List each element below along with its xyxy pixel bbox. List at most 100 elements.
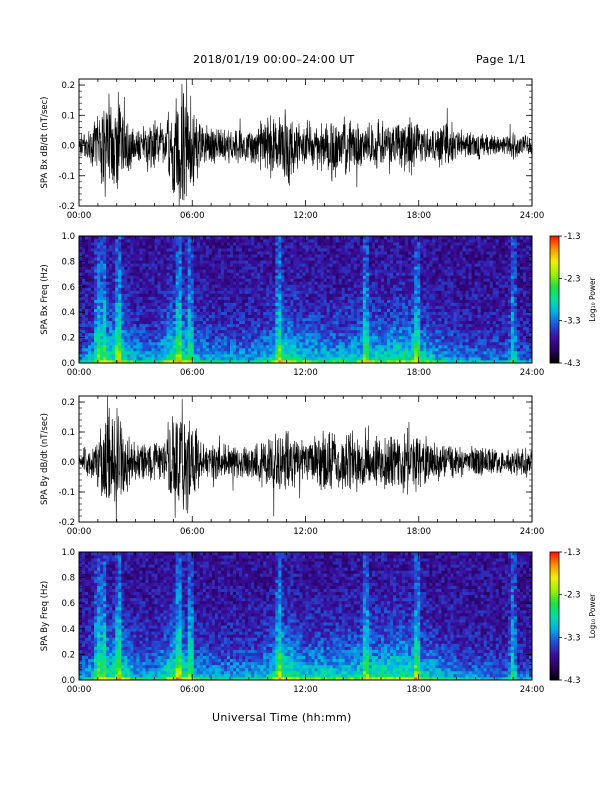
spectrogram-cell xyxy=(106,257,110,261)
spectrogram-cell xyxy=(350,305,355,309)
spectrogram-cell xyxy=(181,284,186,288)
spectrogram-cell xyxy=(326,299,331,303)
spectrogram-cell xyxy=(284,269,288,273)
spectrogram-cell xyxy=(211,299,216,303)
spectrogram-cell xyxy=(199,311,204,316)
spectrogram-cell xyxy=(151,329,155,334)
spectrogram-cell xyxy=(79,299,83,303)
spectrogram-cell xyxy=(353,239,358,243)
spectrogram-cell xyxy=(115,272,119,276)
spectrogram-cell xyxy=(136,287,140,291)
spectrogram-cell xyxy=(175,251,180,255)
spectrogram-cell xyxy=(426,293,430,297)
spectrogram-cell xyxy=(390,239,394,243)
spectrogram-cell xyxy=(278,317,282,322)
spectrogram-cell xyxy=(193,290,198,294)
spectrogram-cell xyxy=(100,338,104,343)
spectrogram-cell xyxy=(254,353,258,358)
spectrogram-cell xyxy=(311,329,315,334)
spectrogram-cell xyxy=(338,299,343,303)
spectrogram-cell xyxy=(284,242,288,246)
spectrogram-cell xyxy=(184,353,189,358)
spectrogram-cell xyxy=(100,302,104,306)
spectrogram-cell xyxy=(196,284,201,288)
spectrogram-cell xyxy=(254,350,258,355)
spectrogram-cell xyxy=(157,281,161,285)
spectrogram-cell xyxy=(145,356,149,361)
spectrogram-cell xyxy=(362,335,367,340)
spectrogram-cell xyxy=(100,284,104,288)
spectrogram-cell xyxy=(314,296,318,300)
spectrogram-cell xyxy=(248,251,252,255)
spectrogram-cell xyxy=(254,299,258,303)
spectrogram-cell xyxy=(374,239,379,243)
spectrogram-cell xyxy=(109,248,113,252)
spectrogram-cell xyxy=(299,275,303,279)
spectrogram-cell xyxy=(414,239,418,243)
spectrogram-cell xyxy=(387,332,391,337)
spectrogram-cell xyxy=(377,335,382,340)
spectrogram-cell xyxy=(296,299,300,303)
spectrogram-cell xyxy=(335,236,340,240)
spectrogram-cell xyxy=(420,329,424,334)
spectrogram-cell xyxy=(157,317,161,322)
spectrogram-cell xyxy=(257,353,261,358)
spectrogram-cell xyxy=(97,344,101,349)
spectrogram-cell xyxy=(317,359,321,364)
spectrogram-cell xyxy=(223,257,228,261)
spectrogram-cell xyxy=(356,338,361,343)
spectrogram-cell xyxy=(308,320,312,325)
spectrogram-cell xyxy=(414,251,418,255)
spectrogram-cell xyxy=(387,350,391,355)
spectrogram-cell xyxy=(257,299,261,303)
spectrogram-cell xyxy=(381,359,385,364)
spectrogram-cell xyxy=(199,329,204,334)
spectrogram-cell xyxy=(314,317,318,322)
spectrogram-cell xyxy=(347,242,352,246)
spectrogram-cell xyxy=(417,347,421,352)
spectrogram-cell xyxy=(278,305,282,309)
spectrogram-cell xyxy=(350,269,355,273)
spectrogram-cell xyxy=(405,341,409,346)
spectrogram-cell xyxy=(118,347,122,352)
spectrogram-cell xyxy=(387,317,391,322)
spectrogram-cell xyxy=(296,266,300,270)
spectrogram-cell xyxy=(169,359,174,364)
spectrogram-cell xyxy=(145,332,149,337)
spectrogram-cell xyxy=(411,236,415,240)
spectrogram-cell xyxy=(121,287,125,291)
spectrogram-cell xyxy=(302,251,306,255)
spectrogram-cell xyxy=(236,326,240,331)
spectrogram-cell xyxy=(226,326,231,331)
spectrogram-cell xyxy=(145,326,149,331)
spectrogram-cell xyxy=(248,341,252,346)
spectrogram-cell xyxy=(233,326,237,331)
spectrogram-cell xyxy=(196,311,201,316)
spectrogram-cell xyxy=(414,329,418,334)
spectrogram-cell xyxy=(79,245,83,249)
spectrogram-cell xyxy=(362,341,367,346)
spectrogram-cell xyxy=(290,272,294,276)
spectrogram-cell xyxy=(356,269,361,273)
spectrogram-cell xyxy=(79,248,83,252)
spectrogram-cell xyxy=(320,299,325,303)
spectrogram-cell xyxy=(187,344,192,349)
spectrogram-cell xyxy=(320,278,325,282)
spectrogram-cell xyxy=(311,353,315,358)
spectrogram-cell xyxy=(254,320,258,325)
spectrogram-cell xyxy=(296,245,300,249)
spectrogram-cell xyxy=(230,263,234,267)
spectrogram-cell xyxy=(175,236,180,240)
spectrogram-cell xyxy=(148,314,152,319)
spectrogram-cell xyxy=(260,272,264,276)
spectrogram-cell xyxy=(109,278,113,282)
spectrogram-cell xyxy=(130,323,134,328)
spectrogram-cell xyxy=(266,323,270,328)
spectrogram-cell xyxy=(338,239,343,243)
spectrogram-cell xyxy=(347,329,352,334)
spectrogram-cell xyxy=(320,281,325,285)
spectrogram-cell xyxy=(97,356,101,361)
spectrogram-cell xyxy=(211,341,216,346)
spectrogram-cell xyxy=(302,269,306,273)
